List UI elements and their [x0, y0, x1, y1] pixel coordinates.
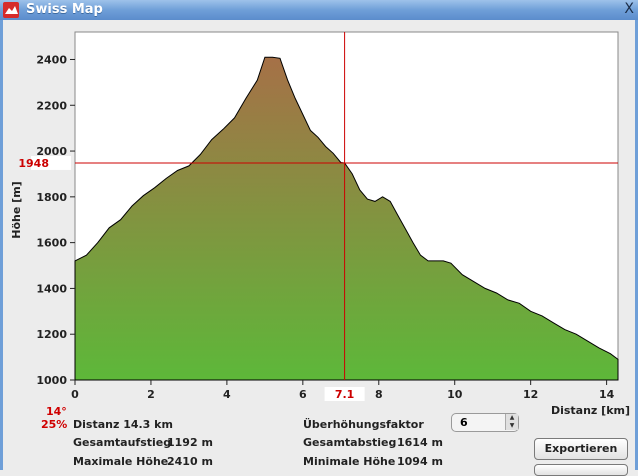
x-tick-label: 10: [447, 388, 463, 401]
slope-percent: 25%: [41, 418, 68, 431]
y-tick-label: 2000: [36, 145, 67, 158]
elevation-chart[interactable]: 1000 1200 1400 1600 1800 2000 2200 2400 0 2 4 6 8 10…: [0, 0, 638, 420]
ascent-value: 1192 m: [167, 436, 213, 449]
exaggeration-value: 6: [460, 416, 468, 429]
exaggeration-label: Überhöhungsfaktor: [303, 418, 424, 431]
distance-total: Distanz 14.3 km: [73, 418, 173, 431]
x-axis-label: Distanz [km]: [551, 404, 630, 417]
ascent-label: Gesamtaufstieg: [73, 436, 172, 449]
descent-value: 1614 m: [397, 436, 443, 449]
y-tick-label: 1200: [36, 328, 67, 341]
window-frame-right: [635, 20, 638, 470]
spinner-down-icon[interactable]: ▼: [505, 422, 518, 430]
x-tick-label: 2: [147, 388, 155, 401]
y-axis-label: Höhe [m]: [10, 181, 23, 238]
close-button[interactable]: X: [624, 1, 634, 17]
cursor-x-label-bg: [324, 387, 365, 401]
elevation-area: [74, 56, 619, 381]
x-tick-label: 8: [375, 388, 383, 401]
x-tick-label: 14: [599, 388, 615, 401]
y-tick-label: 1400: [36, 282, 67, 295]
x-tick-label: 4: [223, 388, 231, 401]
x-tick-label: 0: [71, 388, 79, 401]
cursor-x-label: 7.1: [335, 388, 355, 401]
swiss-map-app-icon: [3, 2, 19, 18]
spinner-up-icon[interactable]: ▲: [505, 414, 518, 422]
x-tick-label: 12: [523, 388, 538, 401]
cursor-y-label-bg: [31, 155, 71, 170]
cursor-y-label: 1948: [18, 157, 49, 170]
y-tick-label: 1800: [36, 191, 67, 204]
title-bar: Swiss Map X: [0, 0, 638, 20]
y-tick-label: 2400: [36, 53, 67, 66]
slope-angle: 14°: [46, 405, 67, 418]
descent-label: Gesamtabstieg: [303, 436, 397, 449]
exaggeration-spinner[interactable]: 6 ▲ ▼: [451, 413, 519, 432]
window-title: Swiss Map: [26, 2, 103, 17]
y-tick-label: 2200: [36, 99, 67, 112]
max-height-label: Maximale Höhe: [73, 455, 169, 468]
y-tick-label: 1600: [36, 237, 67, 250]
x-tick-label: 6: [299, 388, 307, 401]
min-height-value: 1094 m: [397, 455, 443, 468]
export-button[interactable]: Exportieren: [534, 438, 628, 460]
max-height-value: 2410 m: [167, 455, 213, 468]
min-height-label: Minimale Höhe: [303, 455, 396, 468]
window-frame-left: [0, 20, 3, 470]
second-button[interactable]: [534, 464, 628, 476]
y-tick-label: 1000: [36, 374, 67, 387]
